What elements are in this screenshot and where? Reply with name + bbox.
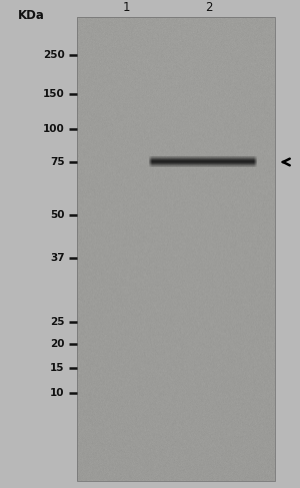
Bar (76, 17, 274, 481)
Text: 250: 250 (43, 50, 64, 60)
Text: 20: 20 (50, 339, 64, 349)
Text: 2: 2 (205, 0, 212, 14)
Text: 37: 37 (50, 253, 64, 263)
Text: 10: 10 (50, 388, 64, 398)
Text: 15: 15 (50, 364, 64, 373)
Text: 75: 75 (50, 157, 64, 167)
Text: 50: 50 (50, 210, 64, 220)
Text: 1: 1 (122, 0, 130, 14)
Text: 25: 25 (50, 317, 64, 327)
Text: 150: 150 (43, 89, 64, 99)
Text: KDa: KDa (18, 9, 45, 22)
Text: 100: 100 (43, 124, 64, 134)
